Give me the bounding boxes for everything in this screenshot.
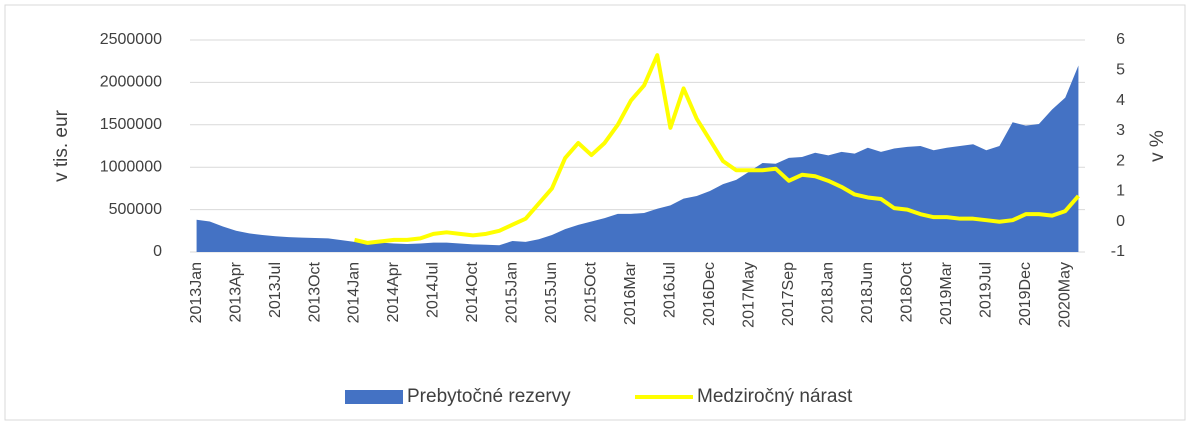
- y2-tick-label: 6: [1116, 31, 1125, 48]
- line: [354, 53, 1080, 245]
- x-tick-label: 2019Dec: [1017, 262, 1034, 326]
- y2-tick-label: 4: [1116, 92, 1125, 109]
- x-tick-label: 2015Jun: [543, 262, 560, 323]
- x-tick-label: 2018Jan: [820, 262, 837, 323]
- x-tick-label: 2015Oct: [583, 261, 600, 322]
- x-tick-label: 2013Jan: [188, 262, 205, 323]
- x-tick-label: 2013Apr: [227, 261, 244, 322]
- y2-tick-label: 1: [1116, 183, 1125, 200]
- x-tick-label: 2017May: [741, 262, 758, 328]
- x-tick-label: 2018Oct: [899, 261, 916, 322]
- x-tick-label: 2019Jul: [978, 262, 995, 318]
- x-tick-label: 2019Mar: [938, 261, 955, 325]
- x-tick-label: 2015Jan: [504, 262, 521, 323]
- x-tick-label: 2013Oct: [306, 261, 323, 322]
- y-tick-label: 1500000: [100, 116, 162, 133]
- x-tick-label: 2014Apr: [385, 261, 402, 322]
- y2-tick-label: 0: [1116, 213, 1125, 230]
- x-tick-label: 2018Jun: [859, 262, 876, 323]
- legend-swatch: [345, 390, 403, 404]
- x-tick-label: 2014Oct: [464, 261, 481, 322]
- x-tick-label: 2013Jul: [267, 262, 284, 318]
- y2-axis-title: v %: [1147, 130, 1168, 162]
- x-tick-label: 2014Jul: [425, 262, 442, 318]
- y-tick-label: 1000000: [100, 158, 162, 175]
- y-tick-label: 500000: [109, 201, 162, 218]
- y2-tick-label: 2: [1116, 152, 1125, 169]
- x-tick-label: 2016Dec: [701, 262, 718, 326]
- x-tick-label: 2017Sep: [780, 262, 797, 326]
- y-tick-label: 2500000: [100, 31, 162, 48]
- y-axis-title: v tis. eur: [51, 109, 72, 181]
- area: [196, 65, 1079, 252]
- legend-label: Prebytočné rezervy: [407, 386, 571, 407]
- x-tick-label: 2020May: [1056, 262, 1073, 328]
- y-tick-label: 0: [153, 243, 162, 260]
- y2-tick-label: -1: [1111, 243, 1125, 260]
- y-tick-label: 2000000: [100, 74, 162, 91]
- x-tick-label: 2014Jan: [346, 262, 363, 323]
- x-tick-label: 2016Mar: [622, 261, 639, 325]
- x-tick-label: 2016Jul: [662, 262, 679, 318]
- y2-tick-label: 3: [1116, 122, 1125, 139]
- y2-tick-label: 5: [1116, 62, 1125, 79]
- legend-label: Medziročný nárast: [697, 386, 853, 407]
